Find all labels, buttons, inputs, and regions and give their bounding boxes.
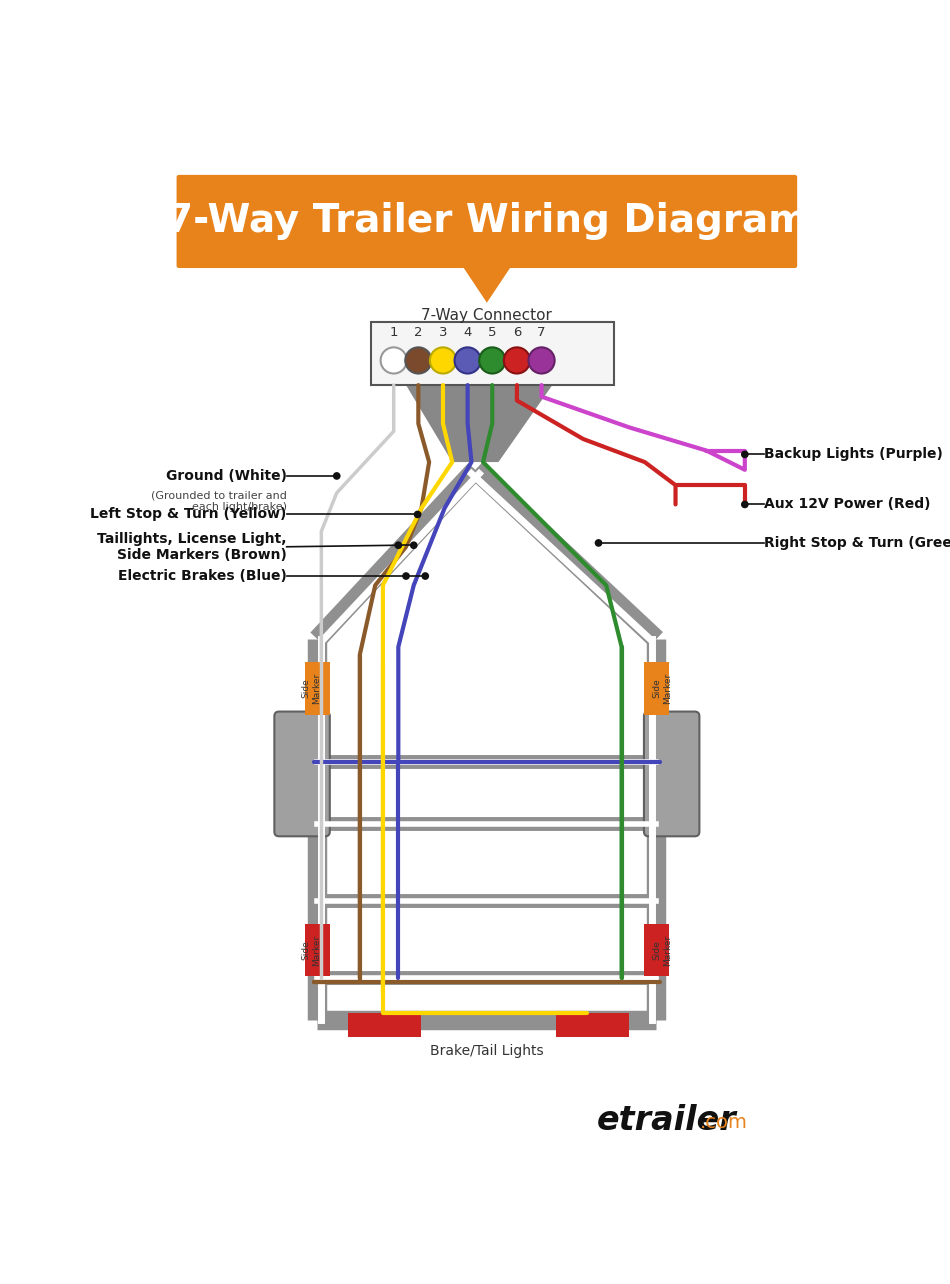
Text: 6: 6 xyxy=(513,326,522,339)
Circle shape xyxy=(528,348,555,374)
Text: Backup Lights (Purple): Backup Lights (Purple) xyxy=(764,447,943,461)
Text: Taillights, License Light,
Side Markers (Brown): Taillights, License Light, Side Markers … xyxy=(97,532,287,562)
Text: 7-Way Trailer Wiring Diagram: 7-Way Trailer Wiring Diagram xyxy=(165,202,808,240)
Circle shape xyxy=(430,348,456,374)
Polygon shape xyxy=(463,266,511,303)
Text: (Grounded to trailer and
each light/brake): (Grounded to trailer and each light/brak… xyxy=(151,490,287,512)
Text: etrailer: etrailer xyxy=(597,1104,737,1136)
Text: Left Stop & Turn (Yellow): Left Stop & Turn (Yellow) xyxy=(90,507,287,521)
Text: Right Stop & Turn (Green): Right Stop & Turn (Green) xyxy=(764,535,950,550)
Circle shape xyxy=(741,451,749,458)
Circle shape xyxy=(402,573,409,580)
Bar xyxy=(644,924,669,976)
Text: 7-Way Connector: 7-Way Connector xyxy=(422,308,552,324)
Text: 2: 2 xyxy=(414,326,423,339)
Circle shape xyxy=(394,542,402,550)
Circle shape xyxy=(422,573,429,580)
Text: Brake/Tail Lights: Brake/Tail Lights xyxy=(430,1044,543,1058)
Circle shape xyxy=(406,348,431,374)
Bar xyxy=(305,924,330,976)
Text: Side
Marker: Side Marker xyxy=(301,935,321,966)
Circle shape xyxy=(595,539,602,547)
Text: 5: 5 xyxy=(488,326,497,339)
Bar xyxy=(349,1013,422,1037)
Bar xyxy=(371,322,614,385)
Circle shape xyxy=(504,348,530,374)
FancyBboxPatch shape xyxy=(275,711,330,836)
Text: Side
Marker: Side Marker xyxy=(653,935,673,966)
FancyBboxPatch shape xyxy=(177,175,797,268)
Text: Electric Brakes (Blue): Electric Brakes (Blue) xyxy=(118,569,287,583)
Text: 1: 1 xyxy=(390,326,398,339)
Text: 4: 4 xyxy=(464,326,472,339)
Text: Side
Marker: Side Marker xyxy=(301,673,321,704)
Circle shape xyxy=(381,348,407,374)
Circle shape xyxy=(409,542,418,550)
Circle shape xyxy=(332,473,341,480)
Text: Side
Marker: Side Marker xyxy=(653,673,673,704)
Bar xyxy=(305,663,330,715)
Circle shape xyxy=(479,348,505,374)
FancyBboxPatch shape xyxy=(644,711,699,836)
Text: .com: .com xyxy=(700,1113,748,1132)
Text: Aux 12V Power (Red): Aux 12V Power (Red) xyxy=(764,497,931,511)
Polygon shape xyxy=(406,385,552,462)
Text: 3: 3 xyxy=(439,326,447,339)
Circle shape xyxy=(454,348,481,374)
Circle shape xyxy=(741,501,749,508)
Bar xyxy=(644,663,669,715)
Circle shape xyxy=(413,511,422,519)
Text: Ground (White): Ground (White) xyxy=(165,469,287,483)
Text: 7: 7 xyxy=(538,326,546,339)
Bar xyxy=(556,1013,629,1037)
